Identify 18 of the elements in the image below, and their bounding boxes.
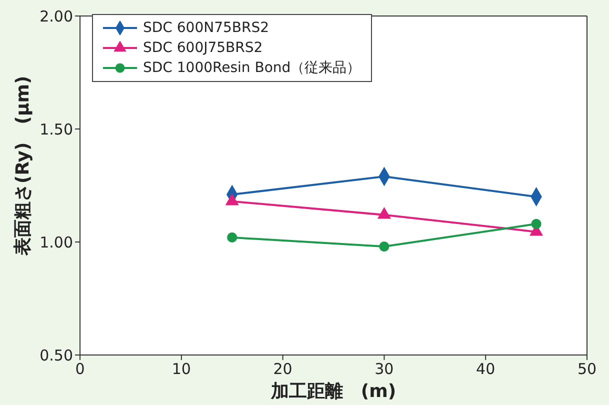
point: [227, 232, 238, 243]
y-axis-title: 表面粗さ(Ry) (μm): [12, 76, 34, 256]
y-tick-label: 1.00: [40, 233, 73, 252]
x-tick-label: 30: [374, 360, 394, 378]
y-tick-label: 1.50: [40, 120, 73, 138]
legend-label: SDC 1000Resin Bond（従来品）: [143, 59, 361, 78]
y-tick-label: 2.00: [40, 7, 73, 26]
legend-label: SDC 600N75BRS2: [143, 19, 270, 38]
x-tick-label: 20: [273, 360, 292, 378]
point: [531, 218, 542, 229]
x-axis-title: 加工距離 (m): [270, 381, 396, 402]
x-tick-label: 50: [577, 360, 597, 378]
y-tick-label: 0.50: [40, 346, 73, 364]
x-tick-label: 0: [75, 360, 85, 378]
x-tick-label: 10: [172, 360, 191, 378]
point: [379, 241, 390, 252]
x-tick-label: 40: [476, 360, 496, 378]
legend-label: SDC 600J75BRS2: [143, 39, 263, 58]
